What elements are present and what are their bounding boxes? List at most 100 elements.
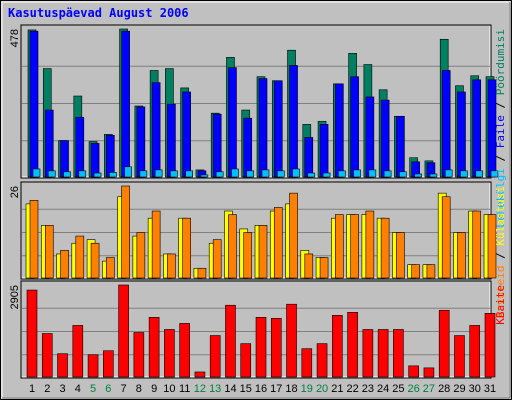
- x-tick-label: 14: [224, 383, 236, 395]
- bar: [292, 168, 300, 178]
- x-tick-label: 6: [105, 383, 111, 395]
- bar: [90, 242, 100, 279]
- legend-separator: /: [494, 148, 507, 168]
- bar: [75, 235, 85, 279]
- bar: [469, 325, 481, 378]
- legend-separator: /: [494, 246, 507, 266]
- bar: [380, 99, 390, 178]
- bar: [72, 325, 84, 378]
- bar: [78, 170, 87, 178]
- x-tick-label: 4: [75, 383, 81, 395]
- x-tick-label: 12: [194, 383, 206, 395]
- bar: [383, 170, 392, 178]
- bar: [304, 253, 314, 279]
- legend-entry: Lehekülgi: [494, 168, 507, 228]
- x-tick-label: 28: [438, 383, 450, 395]
- x-tick-label: 20: [316, 383, 328, 395]
- x-tick-label: 16: [255, 383, 267, 395]
- bar: [136, 106, 146, 178]
- y-tick-label: 26: [9, 186, 21, 198]
- x-tick-label: 21: [331, 383, 343, 395]
- bar: [396, 115, 405, 178]
- legend-entry: KBaite: [494, 285, 507, 325]
- bar: [231, 168, 239, 178]
- bar: [393, 329, 404, 378]
- bar: [148, 317, 160, 378]
- bar: [225, 304, 236, 378]
- bar: [63, 171, 71, 178]
- x-tick-label: 30: [469, 383, 481, 395]
- bar: [136, 232, 146, 279]
- x-tick-label: 18: [285, 383, 297, 395]
- bar: [194, 371, 206, 378]
- x-tick-label: 31: [484, 383, 496, 395]
- legend: Lehekülgi / Faile / Pöördumisi: [494, 29, 507, 228]
- bar: [118, 284, 129, 378]
- bar: [209, 335, 221, 378]
- bar: [441, 70, 451, 178]
- x-tick-label: 7: [121, 383, 127, 395]
- bar: [243, 117, 253, 178]
- bar: [109, 172, 117, 178]
- x-tick-label: 2: [44, 383, 50, 395]
- bar: [289, 65, 298, 178]
- bar: [139, 170, 148, 178]
- bar: [457, 91, 466, 178]
- y-tick-label: 2905: [9, 285, 21, 309]
- bar: [362, 329, 374, 378]
- bar: [44, 109, 54, 178]
- bar: [243, 232, 253, 279]
- bar: [472, 79, 482, 178]
- bar: [32, 168, 41, 178]
- x-tick-label: 25: [392, 383, 404, 395]
- legend-entry: Faile: [494, 115, 507, 148]
- x-tick-label: 23: [362, 383, 374, 395]
- bar: [276, 170, 285, 178]
- bar: [121, 185, 130, 279]
- bar: [423, 367, 435, 378]
- bar: [335, 214, 344, 279]
- bar: [182, 91, 191, 178]
- bar: [460, 170, 468, 178]
- bar: [47, 170, 56, 178]
- legend: Arvuteid / Külastusi: [494, 186, 507, 318]
- bar: [487, 214, 497, 279]
- bar: [261, 169, 270, 178]
- bar: [179, 323, 190, 378]
- bar: [347, 312, 358, 378]
- bar: [338, 170, 346, 178]
- x-tick-label: 5: [90, 383, 96, 395]
- bar: [93, 172, 102, 178]
- x-tick-label: 17: [270, 383, 282, 395]
- bar: [350, 214, 359, 279]
- bar: [353, 169, 361, 178]
- bar: [87, 354, 99, 378]
- bar: [304, 137, 314, 178]
- bar: [332, 315, 343, 378]
- bar: [335, 83, 344, 178]
- bar: [228, 67, 237, 178]
- bar: [185, 170, 193, 178]
- x-tick-label: 13: [209, 383, 221, 395]
- bar: [200, 174, 209, 178]
- bar: [44, 225, 54, 279]
- bar: [154, 169, 163, 178]
- bar: [475, 170, 484, 178]
- bar: [368, 169, 377, 178]
- bar: [103, 350, 114, 378]
- bar: [215, 171, 224, 178]
- bar: [167, 253, 176, 279]
- bar: [289, 192, 298, 279]
- bar: [490, 170, 499, 178]
- bar: [396, 232, 405, 279]
- x-tick-label: 9: [151, 383, 157, 395]
- bar: [307, 172, 316, 178]
- bar: [90, 143, 100, 178]
- bar: [472, 210, 482, 279]
- bar: [124, 166, 132, 178]
- legend-entry: Pöördumisi: [494, 29, 507, 95]
- bar: [273, 207, 283, 279]
- bar: [246, 170, 255, 178]
- bar: [60, 250, 69, 279]
- bar: [26, 289, 38, 378]
